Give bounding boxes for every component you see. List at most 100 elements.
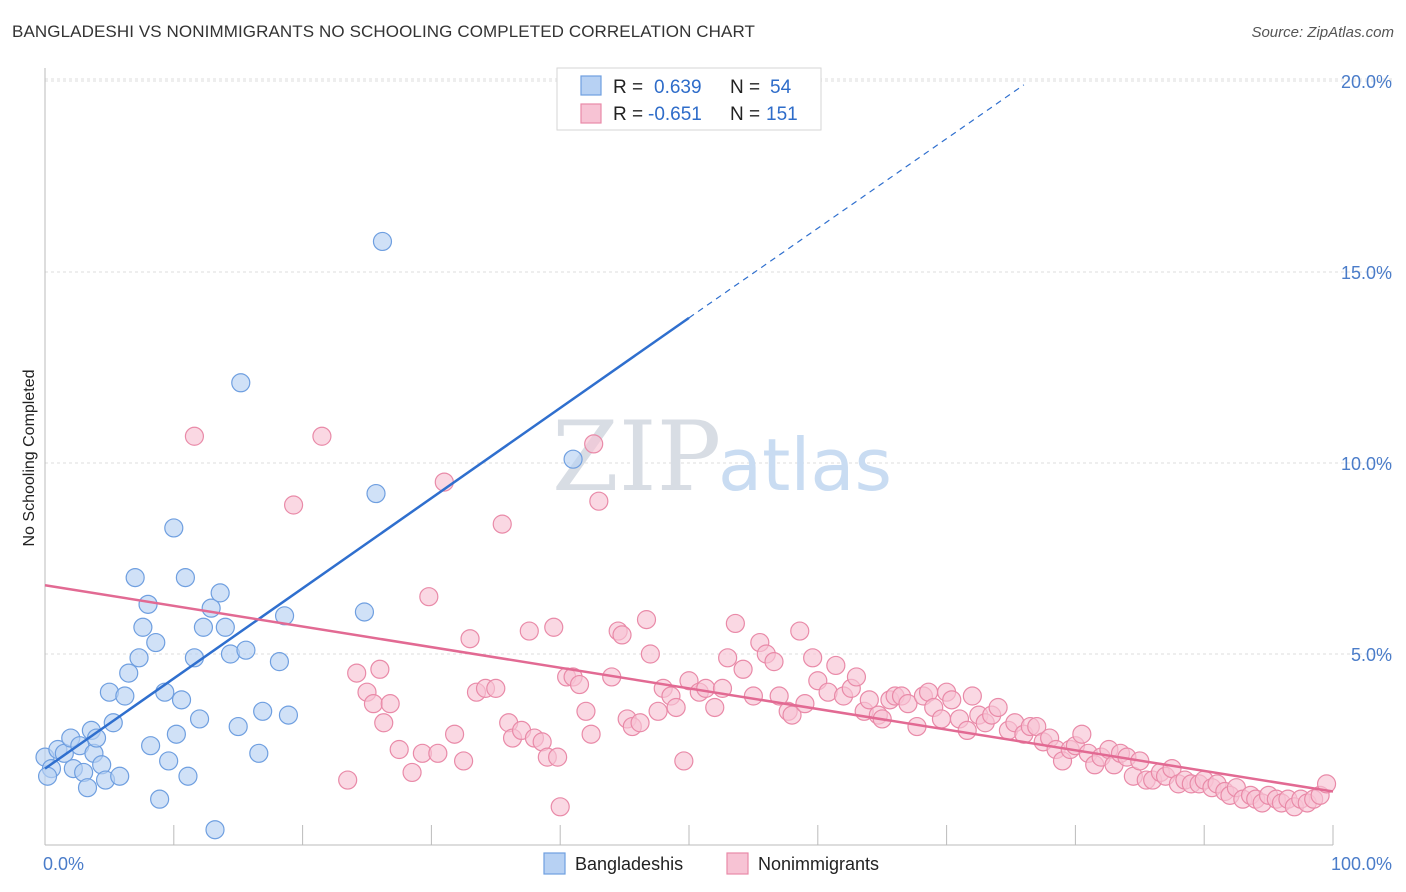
y-tick-label: 20.0%: [1341, 72, 1392, 92]
source-label: Source: ZipAtlas.com: [1251, 24, 1394, 41]
x-tick-label: 100.0%: [1331, 854, 1392, 874]
nonimmigrant-point: [1072, 724, 1092, 744]
nonimmigrant-point: [569, 674, 590, 695]
legend-n-label: N =: [730, 77, 760, 98]
nonimmigrant-point: [184, 426, 205, 446]
nonimmigrant-point: [931, 709, 952, 729]
bangladeshi-point: [146, 632, 166, 653]
nonimmigrant-point: [962, 686, 982, 706]
watermark: ZIP atlas: [552, 401, 892, 513]
nonimmigrant-point: [444, 724, 465, 744]
legend-r-value: -0.651: [648, 104, 702, 125]
bangladeshi-point: [119, 663, 139, 683]
y-tick-label: 5.0%: [1351, 645, 1392, 665]
nonimmigrant-point: [859, 690, 879, 710]
nonimmigrant-point: [636, 610, 657, 630]
nonimmigrants-trend-line: [44, 584, 1334, 793]
bangladeshi-point: [253, 701, 273, 721]
legend-swatch-bangladeshis: [580, 75, 602, 96]
nonimmigrant-point: [584, 434, 604, 454]
nonimmigrant-point: [743, 686, 764, 706]
nonimmigrant-point: [666, 697, 686, 718]
nonimmigrant-point: [454, 751, 474, 771]
y-tick-label: 15.0%: [1341, 263, 1392, 283]
bangladeshis-trend-line: [44, 316, 690, 770]
legend-box: R = 0.639 N = 54 R = -0.651 N = 151: [556, 67, 822, 131]
bangladeshi-point: [178, 766, 198, 786]
axes-layer: [44, 68, 1334, 846]
bangladeshi-point: [175, 567, 195, 588]
legend-n-label: N =: [730, 104, 760, 125]
nonimmigrant-point: [576, 701, 596, 721]
bangladeshi-point: [166, 724, 186, 744]
nonimmigrant-point: [630, 713, 650, 733]
bangladeshi-point: [563, 449, 583, 469]
legend-n-value: 151: [766, 104, 798, 125]
bottom-legend-label: Bangladeshis: [575, 854, 683, 874]
nonimmigrant-point: [374, 713, 394, 733]
nonimmigrant-point: [581, 724, 601, 744]
nonimmigrant-point: [548, 747, 568, 767]
legend-r-label: R =: [613, 104, 643, 125]
nonimmigrant-point: [795, 694, 815, 714]
bangladeshis-trend-extension: [688, 84, 1025, 319]
legend-r-value: 0.639: [654, 77, 702, 98]
bangladeshis-points: [35, 231, 583, 840]
nonimmigrant-point: [312, 426, 332, 446]
nonimmigrant-point: [363, 694, 384, 714]
nonimmigrant-point: [402, 762, 422, 783]
nonimmigrant-point: [988, 697, 1008, 718]
bangladeshi-point: [231, 373, 251, 393]
bangladeshi-point: [129, 648, 149, 668]
bangladeshi-point: [269, 652, 290, 672]
y-axis-label: No Schooling Completed: [21, 370, 38, 547]
nonimmigrant-point: [550, 797, 570, 817]
nonimmigrant-point: [942, 690, 962, 710]
trend-lines: [44, 84, 1334, 793]
nonimmigrant-point: [347, 663, 367, 683]
bangladeshi-point: [354, 602, 375, 622]
bangladeshi-point: [215, 617, 235, 637]
nonimmigrant-point: [846, 667, 867, 687]
legend-n-value: 54: [770, 77, 792, 98]
bangladeshi-point: [366, 483, 386, 504]
bottom-legend-label: Nonimmigrants: [758, 854, 879, 874]
bangladeshi-point: [138, 594, 158, 614]
bangladeshi-point: [164, 518, 184, 538]
nonimmigrant-point: [370, 659, 390, 679]
bangladeshi-point: [372, 231, 393, 252]
nonimmigrant-point: [725, 613, 745, 634]
bangladeshi-point: [150, 789, 170, 809]
legend-swatch-nonimmigrants: [580, 103, 602, 124]
bangladeshi-point: [210, 583, 230, 603]
nonimmigrant-point: [898, 694, 918, 714]
nonimmigrant-point: [1316, 774, 1337, 794]
x-tick-labels: 0.0% 100.0%: [43, 854, 1392, 874]
nonimmigrant-point: [640, 644, 660, 664]
grid-layer: [45, 78, 1392, 655]
bangladeshi-point: [193, 617, 214, 637]
bottom-legend-swatch-nonimmigrants: [726, 852, 749, 875]
nonimmigrant-point: [957, 720, 977, 741]
bangladeshi-point: [278, 705, 299, 725]
nonimmigrant-point: [764, 652, 784, 672]
nonimmigrant-point: [519, 621, 539, 641]
nonimmigrant-point: [718, 648, 738, 668]
bangladeshi-point: [125, 567, 145, 588]
legend-r-label: R =: [613, 77, 643, 98]
nonimmigrant-point: [826, 655, 846, 676]
x-tick-label: 0.0%: [43, 854, 84, 874]
bottom-legend: Bangladeshis Nonimmigrants: [543, 852, 879, 875]
nonimmigrant-point: [612, 625, 632, 645]
nonimmigrant-point: [769, 686, 789, 706]
bangladeshi-point: [189, 709, 210, 729]
nonimmigrant-point: [283, 495, 304, 515]
watermark-atlas: atlas: [718, 423, 892, 507]
bangladeshi-point: [205, 820, 225, 840]
nonimmigrant-point: [674, 751, 694, 771]
nonimmigrant-point: [589, 491, 609, 511]
bangladeshi-point: [236, 640, 256, 660]
bangladeshi-point: [115, 686, 135, 706]
bangladeshi-point: [37, 766, 58, 786]
